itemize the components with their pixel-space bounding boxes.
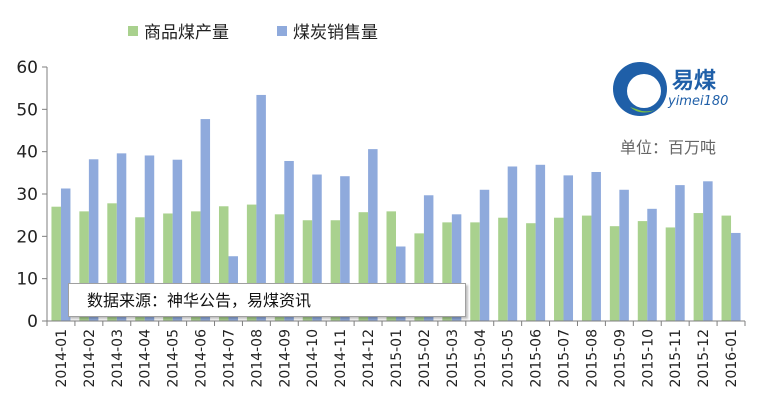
x-tick-label-2015-04: 2015-04	[473, 329, 489, 388]
bar-production-2014-02	[79, 211, 89, 321]
bar-production-2014-01	[51, 206, 61, 321]
bar-sales-2015-07	[563, 175, 574, 321]
bar-production-2015-01	[386, 211, 396, 321]
bar-sales-2015-10	[647, 208, 657, 321]
y-tick-label-0: 0	[27, 312, 38, 332]
bar-production-2015-09	[609, 226, 620, 321]
x-tick-label-2015-10: 2015-10	[640, 329, 656, 388]
bar-sales-2014-02	[88, 159, 99, 321]
x-tick-label-2015-06: 2015-06	[529, 329, 545, 388]
bar-sales-2014-06	[200, 119, 211, 321]
bar-sales-2014-05	[172, 159, 183, 321]
bar-production-2014-09	[274, 214, 285, 321]
bar-production-2014-11	[330, 220, 341, 321]
bar-sales-2015-05	[507, 166, 518, 321]
y-tick-label-60: 60	[16, 58, 38, 78]
bar-sales-2014-01	[60, 188, 71, 321]
x-tick-label-2014-10: 2014-10	[305, 329, 321, 388]
x-tick-label-2014-12: 2014-12	[361, 329, 377, 388]
x-tick-label-2014-05: 2014-05	[166, 329, 182, 388]
bar-production-2014-12	[358, 212, 369, 321]
y-tick-label-10: 10	[16, 270, 38, 290]
source-note: 数据来源：神华公告，易煤资讯	[68, 283, 466, 317]
bar-production-2016-01	[721, 215, 732, 321]
bar-sales-2015-12	[703, 181, 713, 321]
bar-production-2015-05	[498, 217, 508, 321]
legend-label-production: 商品煤产量	[144, 23, 229, 43]
bar-production-2014-04	[135, 217, 145, 321]
bar-production-2014-03	[107, 203, 117, 321]
x-tick-label-2015-03: 2015-03	[445, 329, 461, 388]
x-tick-label-2014-07: 2014-07	[221, 329, 237, 388]
bar-sales-2016-01	[731, 232, 741, 321]
logo-brand-text: 易煤	[672, 68, 716, 94]
bar-sales-2015-02	[423, 195, 434, 321]
x-tick-label-2015-02: 2015-02	[417, 329, 433, 388]
x-tick-label-2014-06: 2014-06	[194, 329, 210, 388]
bar-production-2015-10	[637, 221, 648, 321]
x-tick-label-2015-11: 2015-11	[668, 329, 684, 388]
x-tick-label-2016-01: 2016-01	[724, 329, 740, 388]
bar-production-2015-12	[693, 213, 704, 321]
bar-sales-2015-08	[591, 171, 601, 321]
bar-production-2014-08	[246, 204, 257, 321]
y-tick-label-40: 40	[16, 143, 38, 163]
legend-item-production: 商品煤产量	[128, 18, 229, 43]
bar-sales-2015-06	[535, 164, 546, 321]
legend-swatch-production	[128, 25, 138, 36]
bar-production-2015-07	[554, 217, 564, 321]
bar-production-2015-04	[470, 222, 480, 321]
bar-sales-2014-04	[144, 155, 155, 321]
bar-sales-2015-04	[479, 189, 490, 321]
legend-item-sales: 煤炭销售量	[277, 18, 378, 43]
bar-sales-2014-10	[312, 174, 322, 321]
x-tick-label-2015-01: 2015-01	[389, 329, 405, 388]
x-tick-label-2014-02: 2014-02	[82, 329, 98, 388]
y-tick-label-30: 30	[16, 185, 38, 205]
x-tick-label-2014-04: 2014-04	[138, 329, 154, 388]
bar-production-2014-05	[163, 213, 173, 321]
bar-sales-2014-09	[284, 160, 294, 321]
bar-production-2014-10	[302, 220, 313, 321]
bar-sales-2014-12	[368, 149, 378, 321]
legend-swatch-sales	[277, 25, 287, 36]
x-tick-label-2014-03: 2014-03	[110, 329, 126, 388]
x-tick-label-2015-08: 2015-08	[584, 329, 600, 388]
x-tick-label-2014-01: 2014-01	[54, 329, 70, 388]
bar-production-2015-06	[526, 223, 536, 321]
bar-sales-2014-11	[340, 176, 350, 321]
bar-sales-2015-03	[451, 214, 462, 321]
yimei-logo: 易煤 yimei180	[613, 62, 728, 116]
bar-sales-2015-09	[619, 189, 629, 321]
bar-production-2015-11	[665, 227, 676, 321]
bar-sales-2014-03	[116, 153, 127, 321]
x-tick-label-2015-05: 2015-05	[501, 329, 517, 388]
bar-production-2015-03	[442, 222, 452, 321]
unit-label: 单位：百万吨	[620, 138, 717, 157]
x-tick-label-2015-12: 2015-12	[696, 329, 712, 388]
bar-production-2015-08	[581, 215, 592, 321]
bar-production-2014-06	[191, 211, 201, 321]
x-tick-label-2015-09: 2015-09	[612, 329, 628, 388]
bar-sales-2015-11	[675, 185, 685, 321]
bar-sales-2014-08	[256, 94, 266, 321]
legend-label-sales: 煤炭销售量	[293, 23, 378, 43]
legend: 商品煤产量 煤炭销售量	[128, 18, 378, 43]
logo-sub-text: yimei180	[667, 94, 728, 109]
bar-production-2015-02	[414, 233, 424, 321]
y-tick-label-20: 20	[16, 227, 38, 247]
x-tick-label-2014-09: 2014-09	[277, 329, 293, 388]
x-tick-label-2015-07: 2015-07	[557, 329, 573, 388]
bar-production-2014-07	[218, 206, 229, 321]
y-tick-label-50: 50	[16, 100, 38, 120]
x-tick-label-2014-11: 2014-11	[333, 329, 349, 388]
x-tick-label-2014-08: 2014-08	[249, 329, 265, 388]
